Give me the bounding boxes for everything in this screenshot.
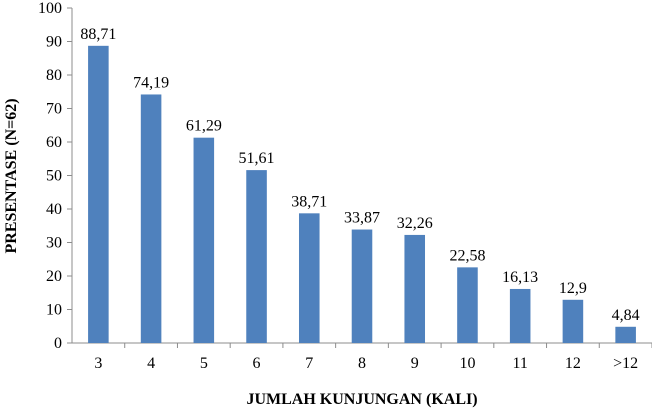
x-tick-label: 11 [512, 355, 527, 372]
y-tick-label: 90 [46, 34, 62, 51]
data-label: 12,9 [559, 280, 587, 297]
y-tick-label: 50 [46, 168, 62, 185]
x-tick-label: 5 [200, 355, 208, 372]
data-label: 38,71 [291, 193, 327, 210]
y-axis-title: PRESENTASE (N=62) [3, 98, 20, 253]
x-tick-label: >12 [613, 355, 638, 372]
y-tick-label: 0 [54, 335, 62, 352]
data-label: 22,58 [449, 247, 485, 264]
x-tick-label: 9 [411, 355, 419, 372]
bar [404, 234, 426, 343]
x-tick-label: 7 [305, 355, 313, 372]
y-axis: 0 10 20 30 40 50 60 70 80 90 100 [38, 0, 73, 352]
bar [88, 45, 109, 343]
x-tick-label: 6 [253, 355, 261, 372]
data-label: 4,84 [612, 307, 640, 324]
y-tick-label: 60 [46, 134, 62, 151]
data-label: 51,61 [239, 150, 275, 167]
y-tick-label: 70 [46, 101, 62, 118]
y-tick-label: 10 [46, 302, 62, 319]
x-tick-label: 4 [147, 355, 155, 372]
x-axis-title: JUMLAH KUNJUNGAN (KALI) [246, 391, 477, 408]
x-axis: 3 4 5 6 7 8 9 10 11 12 >12 [72, 342, 652, 372]
bar [193, 137, 215, 343]
x-tick-label: 8 [358, 355, 366, 372]
bar [615, 326, 636, 343]
y-tick-label: 80 [46, 67, 62, 84]
x-tick-label: 12 [565, 355, 581, 372]
data-label: 16,13 [502, 269, 538, 286]
bar [457, 267, 478, 343]
data-label: 74,19 [133, 74, 169, 91]
y-tick-label: 20 [46, 268, 62, 285]
x-tick-label: 3 [94, 355, 102, 372]
bar [298, 213, 320, 343]
data-label: 33,87 [344, 210, 380, 227]
data-labels: 88,71 74,19 61,29 51,61 38,71 33,87 32,26 22,58… [80, 26, 639, 324]
x-tick-label: 10 [459, 355, 475, 372]
bar [246, 170, 267, 343]
data-label: 88,71 [80, 26, 116, 43]
data-label: 61,29 [186, 118, 222, 135]
bars [88, 45, 636, 343]
y-tick-label: 30 [46, 235, 62, 252]
bar [509, 288, 531, 343]
data-label: 32,26 [397, 215, 433, 232]
bar [351, 229, 373, 343]
bar [140, 94, 162, 343]
y-tick-label: 100 [38, 0, 62, 17]
bar [562, 299, 584, 343]
y-tick-label: 40 [46, 201, 62, 218]
